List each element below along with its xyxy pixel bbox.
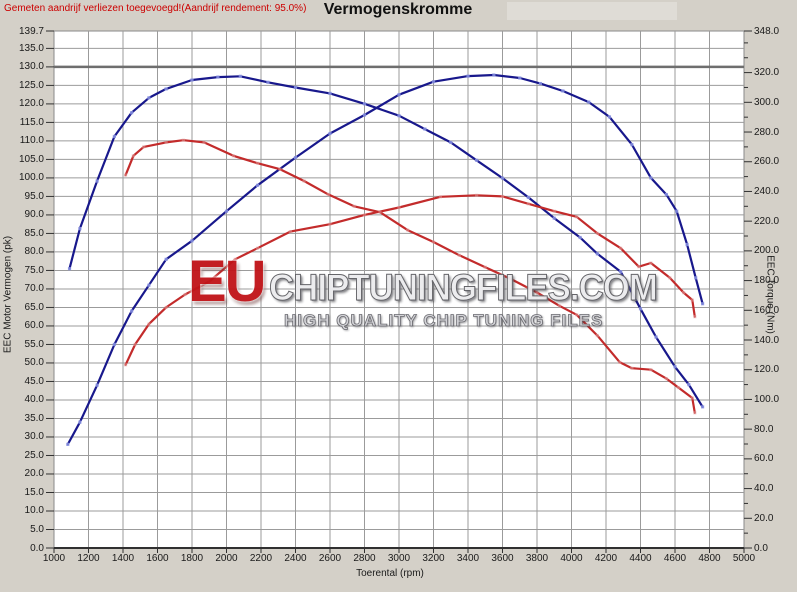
x-tick-label: 1400 <box>111 553 135 564</box>
x-tick-label: 4200 <box>594 553 618 564</box>
x-tick-label: 1800 <box>180 553 204 564</box>
x-tick-label: 3800 <box>525 553 549 564</box>
y-left-tick-label: 80.0 <box>24 246 44 258</box>
y-left-tick-label: 95.0 <box>24 190 44 202</box>
x-tick-label: 4600 <box>663 553 687 564</box>
x-tick-label: 4400 <box>629 553 652 564</box>
chart-title: Vermogenskromme <box>323 1 473 18</box>
y-right-tick-label: 60.0 <box>754 453 774 465</box>
y-left-tick-label: 5.0 <box>30 523 44 535</box>
y-right-tick-label: 100.0 <box>754 393 780 405</box>
y-left-tick-label: 50.0 <box>24 357 44 369</box>
y-left-tick-label: 10.0 <box>24 505 44 517</box>
y-left-tick-label: 20.0 <box>24 468 44 480</box>
x-tick-label: 1600 <box>146 553 169 564</box>
y-left-axis-title: EEC Motor Vermogen (pk) <box>2 235 14 354</box>
y-left-tick-label: 125.0 <box>18 79 44 91</box>
y-right-tick-label: 300.0 <box>754 96 780 108</box>
y-right-tick-label: 40.0 <box>754 483 774 495</box>
y-left-tick-label: 70.0 <box>24 283 44 295</box>
x-tick-label: 1200 <box>77 553 100 564</box>
y-left-tick-label: 130.0 <box>18 61 44 73</box>
y-right-tick-label: 140.0 <box>754 334 780 346</box>
y-left-tick-label: 30.0 <box>24 431 44 443</box>
y-left-tick-label: 139.7 <box>18 25 44 37</box>
y-left-tick-label: 75.0 <box>24 264 44 276</box>
y-left-tick-label: 55.0 <box>24 338 44 350</box>
x-tick-label: 3200 <box>422 553 445 564</box>
y-right-tick-label: 348.0 <box>754 25 780 37</box>
y-left-tick-label: 25.0 <box>24 449 44 461</box>
y-right-tick-label: 260.0 <box>754 156 780 168</box>
x-tick-label: 3600 <box>491 553 514 564</box>
y-left-tick-label: 60.0 <box>24 320 44 332</box>
y-right-axis-title: EEC Torque (Nm) <box>764 255 776 334</box>
x-tick-label: 5000 <box>732 553 756 564</box>
y-right-tick-label: 20.0 <box>754 512 774 524</box>
x-tick-label: 2600 <box>318 553 342 564</box>
x-axis-title: Toerental (rpm) <box>356 568 424 579</box>
y-right-tick-label: 240.0 <box>754 185 780 197</box>
x-tick-label: 2400 <box>284 553 307 564</box>
y-right-tick-label: 200.0 <box>754 245 780 257</box>
y-left-tick-label: 40.0 <box>24 394 44 406</box>
x-tick-label: 2000 <box>215 553 238 564</box>
y-right-tick-label: 180.0 <box>754 275 780 287</box>
x-tick-label: 2800 <box>353 553 376 564</box>
y-left-tick-label: 120.0 <box>18 98 44 110</box>
y-right-tick-label: 280.0 <box>754 126 780 138</box>
y-left-tick-label: 115.0 <box>19 116 44 128</box>
y-left-tick-label: 65.0 <box>24 301 44 313</box>
y-left-tick-label: 100.0 <box>18 172 44 184</box>
y-left-tick-label: 85.0 <box>24 227 44 239</box>
y-left-tick-label: 35.0 <box>24 412 44 424</box>
drivetrain-loss-note: Gemeten aandrijf verliezen toegevoegd!(A… <box>4 3 307 14</box>
y-left-tick-label: 0.0 <box>30 542 44 554</box>
original-power-curve <box>124 194 696 366</box>
y-right-tick-label: 320.0 <box>754 67 780 79</box>
x-tick-label: 3400 <box>456 553 480 564</box>
y-right-tick-label: 220.0 <box>754 215 780 227</box>
x-tick-label: 2200 <box>249 553 273 564</box>
x-tick-label: 3000 <box>387 553 411 564</box>
y-left-tick-label: 15.0 <box>24 486 44 498</box>
y-left-tick-label: 45.0 <box>24 375 44 387</box>
y-left-tick-label: 90.0 <box>24 209 44 221</box>
y-left-tick-label: 135.0 <box>18 42 44 54</box>
light-panel <box>507 2 677 20</box>
y-left-tick-label: 105.0 <box>18 153 44 165</box>
y-left-tick-label: 110.0 <box>19 135 44 147</box>
y-right-tick-label: 160.0 <box>754 304 780 316</box>
y-right-tick-label: 120.0 <box>754 364 780 376</box>
x-tick-label: 4000 <box>560 553 583 564</box>
y-right-tick-label: 0.0 <box>754 542 768 554</box>
x-tick-label: 1000 <box>42 553 66 564</box>
x-tick-label: 4800 <box>698 553 721 564</box>
y-right-tick-label: 80.0 <box>754 423 774 435</box>
